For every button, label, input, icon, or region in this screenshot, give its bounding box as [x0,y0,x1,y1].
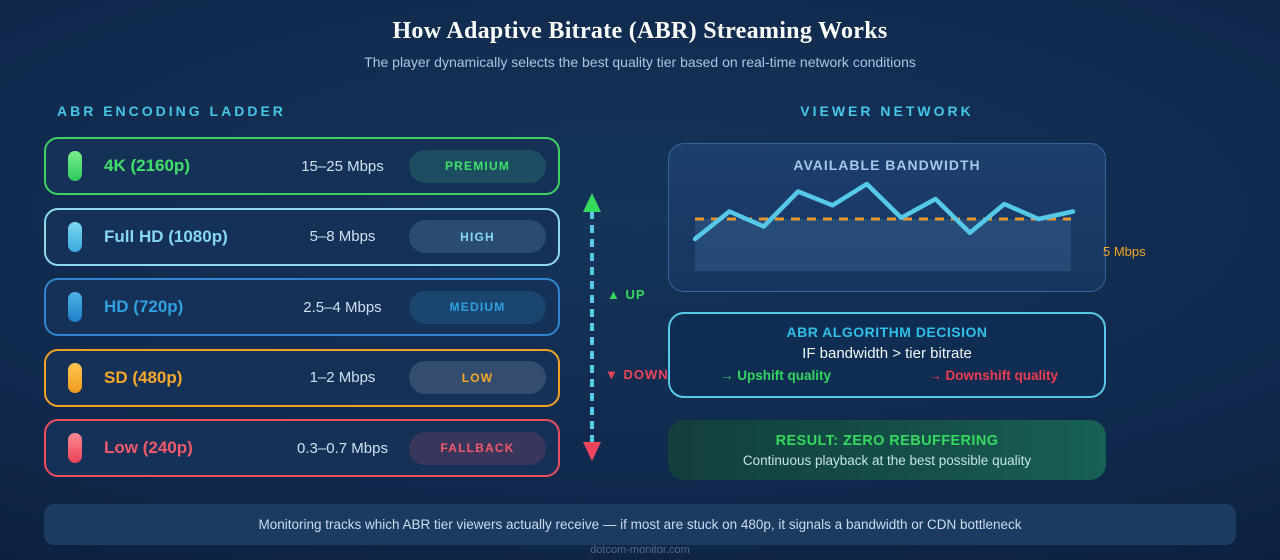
tier-bitrate: 2.5–4 Mbps [303,298,382,316]
bandwidth-line [692,181,1076,242]
bandwidth-chart-svg [692,181,1076,271]
tier-badge: MEDIUM [409,290,546,324]
quality-pill-icon [68,221,82,252]
bandwidth-chart: 5 Mbps [691,176,1146,276]
downshift-label: → Downshift quality [928,368,1058,383]
chart-fill-area [695,219,1071,271]
decision-panel: ABR ALGORITHM DECISION IF bandwidth > ti… [668,312,1106,398]
tier-name: HD (720p) [104,297,184,316]
tier-bitrate: 0.3–0.7 Mbps [297,439,388,457]
ladder-heading: ABR ENCODING LADDER [57,103,286,119]
result-title: RESULT: ZERO REBUFFERING [775,432,999,449]
quality-pill-icon [68,151,82,181]
decision-condition: IF bandwidth > tier bitrate [802,345,972,362]
tier-badge: PREMIUM [409,149,546,183]
tier-card-fullhd: Full HD (1080p) 5–8 Mbps HIGH [44,207,560,266]
network-heading: VIEWER NETWORK [800,103,974,119]
upshift-label: → Upshift quality [720,368,831,383]
tier-name: Low (240p) [104,438,193,457]
tier-badge: LOW [409,361,546,394]
down-label: ▼ DOWN [605,367,669,382]
decision-title: ABR ALGORITHM DECISION [786,324,988,340]
page-title: How Adaptive Bitrate (ABR) Streaming Wor… [392,18,888,44]
site-footer: dotcom-monitor.com [590,544,690,556]
result-subtitle: Continuous playback at the best possible… [742,452,1032,468]
quality-pill-icon [68,292,82,322]
tier-bitrate: 5–8 Mbps [309,228,376,245]
tier-card-hd: HD (720p) 2.5–4 Mbps MEDIUM [44,278,560,336]
decision-outcomes: → Upshift quality → Downshift quality [670,362,1104,383]
arrow-down-icon [583,442,601,461]
tier-badge: FALLBACK [409,431,546,465]
tier-name: Full HD (1080p) [104,226,228,246]
threshold-label: 5 Mbps [1103,244,1146,259]
shift-arrow-line [590,211,594,443]
tier-card-low: Low (240p) 0.3–0.7 Mbps FALLBACK [44,419,560,477]
monitoring-note: Monitoring tracks which ABR tier viewers… [44,504,1236,545]
tier-name: SD (480p) [104,367,183,387]
tier-badge: HIGH [409,220,546,253]
quality-pill-icon [68,362,82,393]
tier-card-sd: SD (480p) 1–2 Mbps LOW [44,348,560,407]
quality-pill-icon [68,433,82,463]
tier-bitrate: 15–25 Mbps [301,157,384,175]
bandwidth-title: AVAILABLE BANDWIDTH [793,157,981,173]
arrow-up-icon [583,193,601,212]
page-subtitle: The player dynamically selects the best … [364,54,916,70]
tier-bitrate: 1–2 Mbps [309,369,376,386]
encoding-ladder: 4K (2160p) 15–25 Mbps PREMIUM Full HD (1… [44,137,560,477]
tier-name: 4K (2160p) [104,156,190,175]
up-label: ▲ UP [607,287,646,302]
tier-card-4k: 4K (2160p) 15–25 Mbps PREMIUM [44,137,560,195]
result-panel: RESULT: ZERO REBUFFERING Continuous play… [668,420,1106,480]
monitoring-note-text: Monitoring tracks which ABR tier viewers… [258,517,1022,532]
bandwidth-panel: AVAILABLE BANDWIDTH 5 Mbps [668,143,1146,292]
